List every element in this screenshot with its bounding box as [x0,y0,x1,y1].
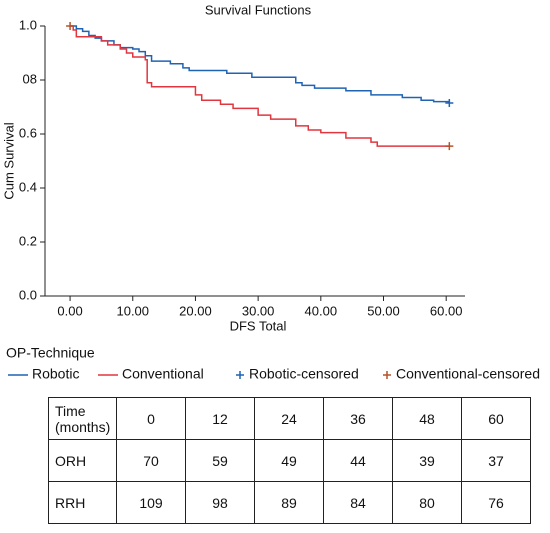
table-cell: 109 [116,481,186,524]
x-tick-label: 30.00 [242,303,275,318]
table-cell: 70 [116,439,186,482]
y-tick-label: 0.6 [19,125,37,140]
x-axis-label: DFS Total [230,318,287,333]
table-cell: 0 [116,397,186,440]
censor-mark [445,98,454,107]
y-tick-label: 0.2 [19,233,37,248]
table-cell: 48 [392,397,462,440]
table-cell: 98 [185,481,255,524]
table-cell: Time (months) [48,397,117,440]
table-cell: 12 [185,397,255,440]
table-cell: 76 [461,481,531,524]
table-cell: 59 [185,439,255,482]
legend-label: Conventional-censored [396,366,540,382]
x-tick-label: 20.00 [179,303,212,318]
table-row: RRH 109 98 89 84 80 76 [48,481,531,524]
table-cell: 84 [323,481,393,524]
table-cell: 39 [392,439,462,482]
y-tick-label: 08 [23,71,37,86]
legend-swatch [236,371,244,379]
x-tick-label: 10.00 [116,303,149,318]
legend-title: OP-Technique [6,345,95,361]
x-tick-label: 0.00 [57,303,82,318]
table-cell: 80 [392,481,462,524]
censor-mark [66,22,75,30]
x-tick-label: 40.00 [305,303,338,318]
censor-mark [445,142,454,151]
table-cell: 24 [254,397,324,440]
x-tick-label: 60.00 [430,303,463,318]
x-tick-label: 50.00 [367,303,400,318]
y-tick-label: 0.0 [19,287,37,302]
table-cell: 44 [323,439,393,482]
chart-title: Survival Functions [205,2,312,17]
table-cell: RRH [48,481,117,524]
legend-label: Robotic-censored [249,366,359,382]
table-cell: 37 [461,439,531,482]
legend-label: Robotic [32,366,79,382]
table-cell: 89 [254,481,324,524]
y-axis-label: Cum Survival [1,122,16,199]
table-row: Time (months) 0 12 24 36 48 60 [48,397,531,440]
legend-swatch [383,371,391,379]
y-tick-label: 1.0 [19,17,37,32]
table-cell: 36 [323,397,393,440]
table-cell: 60 [461,397,531,440]
table-row: ORH 70 59 49 44 39 37 [48,439,531,482]
survival-line [70,25,451,103]
table: Time (months) 0 12 24 36 48 60 ORH 70 59 49 44 39 37 R… [48,397,531,524]
chart: Survival Functions Cum Survival DFS Tota… [1,2,540,382]
survival-line [70,25,450,147]
table-cell: ORH [48,439,117,482]
legend-label: Conventional [122,366,204,382]
table-cell: 49 [254,439,324,482]
y-tick-label: 0.4 [19,179,37,194]
